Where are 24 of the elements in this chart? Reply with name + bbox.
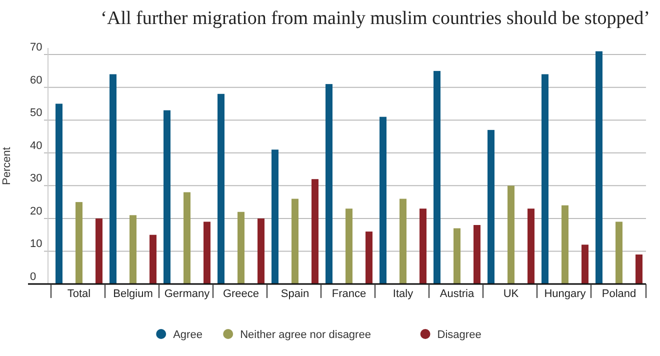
x-tick-label: France (332, 288, 366, 300)
y-tick-label: 50 (30, 107, 42, 120)
chart-title: ‘All further migration from mainly muslim countries should be stopped’ (100, 8, 650, 29)
y-tick-label: 0 (30, 271, 36, 283)
x-tick-label: Austria (440, 288, 475, 300)
x-tick-label: UK (503, 288, 520, 300)
x-tick-label: Hungary (544, 288, 586, 300)
y-tick-label: 70 (30, 42, 42, 54)
legend-label: Neither agree nor disagree (240, 329, 371, 341)
y-tick-label: 60 (30, 74, 42, 86)
y-tick-label: 10 (30, 238, 42, 250)
x-tick-label: Italy (392, 288, 414, 300)
y-axis-title: Percent (1, 147, 13, 185)
y-tick-label: 30 (30, 172, 42, 185)
x-tick-label: Belgium (113, 288, 153, 300)
x-tick-label: Total (67, 288, 91, 300)
y-tick-label: 40 (30, 140, 42, 152)
x-tick-label: Greece (222, 288, 260, 300)
y-tick-label: 20 (30, 205, 42, 218)
x-tick-label: Spain (280, 288, 310, 300)
x-tick-label: Poland (602, 288, 636, 300)
legend-label: Agree (173, 329, 202, 341)
x-tick-label: Germany (164, 288, 210, 300)
legend-label: Disagree (437, 329, 482, 341)
